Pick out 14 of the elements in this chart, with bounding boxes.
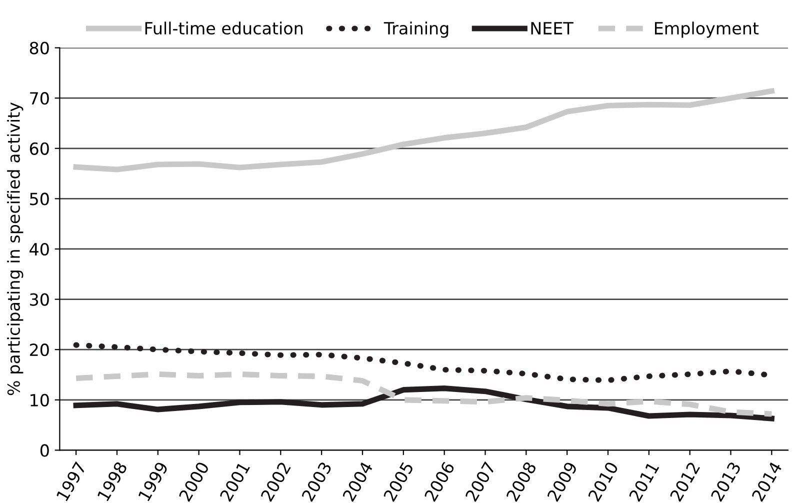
y-tick-label: 70 (30, 92, 49, 105)
legend-label: Employment (655, 22, 759, 38)
legend-label: Training (384, 22, 448, 38)
y-tick-label: 60 (30, 142, 49, 155)
y-tick-label: 30 (30, 293, 49, 306)
y-tick-label: 80 (30, 42, 49, 54)
y-axis-title: % participating in specified activity (7, 102, 24, 396)
y-tick-label: 40 (30, 242, 49, 256)
y-tick-label: 20 (30, 344, 49, 356)
legend-label: NEET (531, 22, 574, 34)
y-tick-label: 0 (40, 444, 49, 457)
y-tick-label: 10 (30, 394, 49, 406)
y-tick-label: 50 (30, 192, 49, 206)
legend-label: Full-time education (145, 22, 302, 35)
